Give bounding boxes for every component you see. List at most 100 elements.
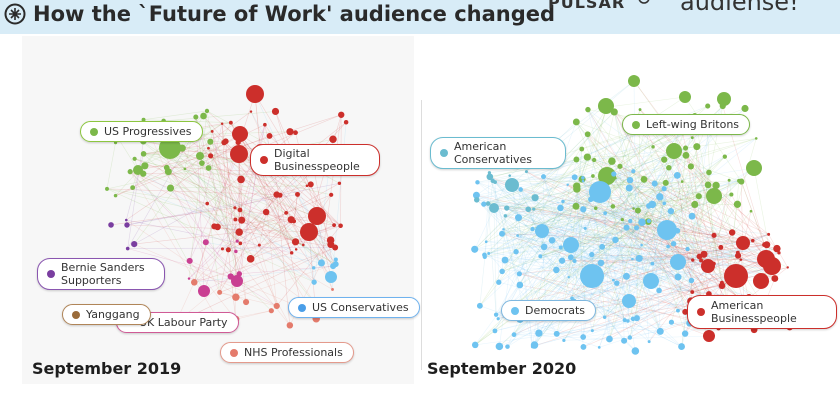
network-node (186, 257, 193, 264)
network-edge (489, 137, 693, 178)
network-node (472, 191, 480, 199)
network-edge (210, 141, 317, 319)
network-node (602, 315, 607, 319)
network-edge (194, 252, 292, 283)
network-node (670, 254, 686, 270)
network-node (317, 259, 325, 267)
network-node (625, 184, 633, 192)
network-edge (592, 175, 788, 268)
network-edge (254, 93, 334, 267)
network-edge (235, 225, 341, 252)
network-edge (115, 135, 270, 196)
network-edge (520, 189, 638, 319)
network-edge (575, 206, 640, 259)
network-node (232, 293, 240, 301)
network-edge (205, 241, 322, 264)
network-edge (713, 180, 730, 264)
network-edge (615, 195, 699, 241)
network-edge (175, 247, 336, 324)
network-node (567, 254, 574, 261)
network-node (538, 254, 543, 259)
network-node (332, 244, 339, 251)
network-edge (519, 244, 767, 275)
network-node (666, 244, 670, 249)
network-node (266, 132, 273, 139)
network-edge (541, 230, 625, 341)
network-edge (587, 109, 678, 176)
network-edge (560, 157, 588, 248)
network-edge (488, 181, 683, 254)
network-edge (556, 319, 625, 335)
network-edge (134, 158, 167, 168)
network-edge (562, 258, 767, 261)
network-node (295, 191, 300, 197)
network-edge (205, 242, 240, 275)
network-edge (181, 147, 251, 259)
network-edge (637, 210, 650, 342)
network-edge (623, 260, 702, 341)
cluster-dot (72, 310, 80, 319)
network-edge (519, 284, 702, 322)
network-edge (636, 127, 682, 319)
network-node (751, 238, 755, 243)
network-node (113, 193, 118, 198)
network-edge (503, 204, 653, 230)
network-edge (584, 131, 649, 229)
network-node (343, 120, 349, 125)
network-panel-2020: Left-wing Britons American Conservatives… (424, 36, 840, 384)
network-edge (556, 320, 702, 335)
network-edge (543, 127, 646, 177)
network-edge (234, 207, 304, 246)
network-edge (184, 133, 241, 170)
network-edge (498, 207, 596, 283)
network-node (589, 181, 611, 203)
sparkle-icon (4, 3, 26, 25)
network-node (543, 244, 547, 248)
network-node (489, 176, 493, 180)
network-edge (475, 221, 649, 346)
network-edge (493, 175, 594, 209)
network-node (553, 266, 560, 274)
network-node (337, 181, 342, 185)
network-node (566, 183, 569, 187)
network-node (485, 201, 491, 206)
network-edge (629, 187, 733, 233)
network-node (133, 165, 143, 175)
network-edge (495, 181, 744, 244)
network-node (638, 218, 646, 226)
network-edge (106, 188, 277, 195)
network-node (338, 223, 343, 229)
network-edge (728, 180, 732, 195)
network-edge (613, 111, 653, 264)
network-edge (528, 180, 739, 210)
network-node (300, 223, 318, 241)
network-edge (509, 175, 631, 222)
network-node (200, 112, 207, 120)
network-node (325, 271, 337, 283)
network-edge (571, 111, 615, 299)
network-edge (492, 176, 575, 182)
network-edge (681, 172, 710, 347)
network-node (597, 259, 605, 267)
network-edge (613, 167, 669, 175)
network-edge (632, 255, 739, 260)
network-edge (483, 203, 650, 342)
network-node (505, 178, 519, 192)
network-node (580, 264, 604, 288)
network-edge (648, 194, 732, 342)
network-node (648, 200, 657, 209)
network-edge (677, 148, 686, 263)
network-edge (228, 122, 347, 251)
network-edge (644, 127, 686, 312)
network-edge (520, 189, 529, 210)
network-node (650, 261, 655, 266)
header-bar: How the `Future of Work' audience change… (0, 0, 840, 34)
network-node (471, 341, 479, 349)
network-edge (230, 122, 297, 250)
network-edge (515, 221, 649, 304)
network-node (614, 280, 620, 286)
network-edge (199, 155, 322, 264)
network-node (666, 143, 682, 159)
network-node (183, 167, 187, 171)
network-edge (593, 105, 607, 161)
